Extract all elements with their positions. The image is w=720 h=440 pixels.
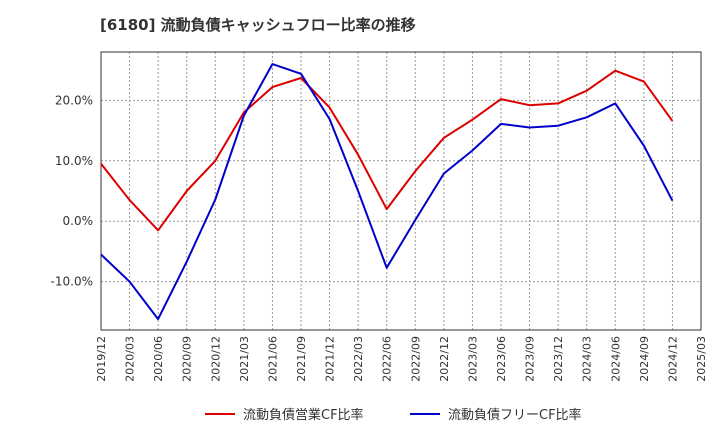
x-tick-labels: 2019/12 2020/03 2020/06 2020/09 2020/12 2021/… [95,336,708,382]
x-tick-label: 2019/12 [95,336,108,382]
y-tick-label: 0.0% [63,214,94,228]
plot-border [100,51,702,331]
y-tick-label: -10.0% [51,275,93,289]
x-tick-label: 2020/12 [209,336,222,382]
legend-label-2: 流動負債フリーCF比率 [448,407,582,423]
legend: 流動負債営業CF比率 流動負債フリーCF比率 [205,407,582,423]
x-tick-label: 2022/06 [381,336,394,382]
x-tick-label: 2024/09 [638,336,651,382]
x-tick-label: 2025/03 [695,336,708,382]
x-tick-label: 2022/03 [352,336,365,382]
x-tick-label: 2020/09 [181,336,194,382]
series-line-1 [100,69,674,232]
x-tick-label: 2022/12 [438,336,451,382]
x-tick-label: 2023/06 [495,336,508,382]
legend-label-1: 流動負債営業CF比率 [243,407,364,423]
y-tick-label: 10.0% [55,154,93,168]
x-tick-label: 2023/03 [466,336,479,382]
horizontal-grid: -10.0% 0.0% 10.0% 20.0% [51,93,701,289]
x-tick-label: 2021/09 [295,336,308,382]
x-tick-label: 2021/12 [324,336,337,382]
x-tick-label: 2021/03 [238,336,251,382]
x-tick-label: 2020/06 [152,336,165,382]
x-tick-label: 2023/09 [524,336,537,382]
chart-title: [6180] 流動負債キャッシュフロー比率の推移 [100,16,416,34]
x-tick-label: 2024/03 [581,336,594,382]
x-tick-label: 2024/06 [609,336,622,382]
y-tick-label: 20.0% [55,93,93,107]
x-tick-label: 2023/12 [552,336,565,382]
x-tick-label: 2024/12 [666,336,679,382]
series-line-2 [100,63,674,321]
x-tick-label: 2022/09 [409,336,422,382]
x-tick-label: 2021/06 [266,336,279,382]
x-tick-label: 2020/03 [124,336,137,382]
